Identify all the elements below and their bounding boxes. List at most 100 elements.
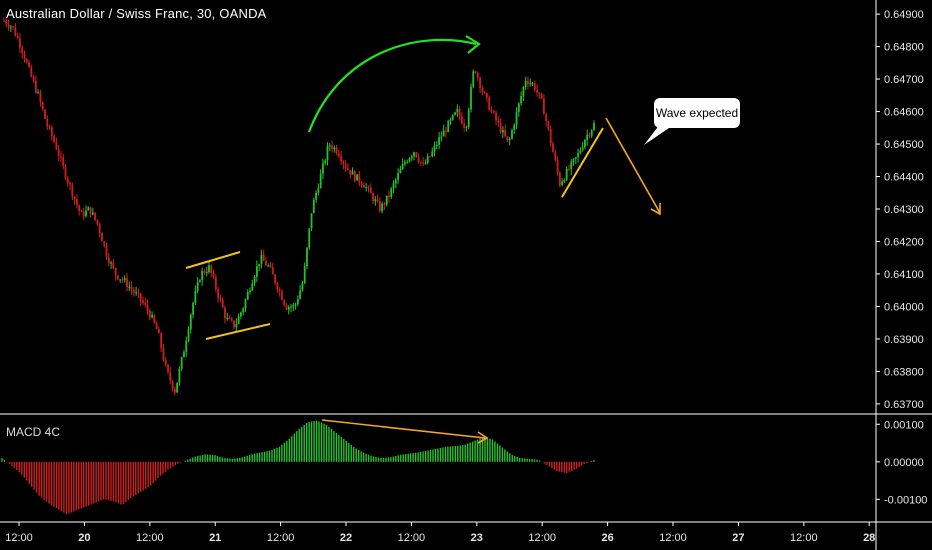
candle-body <box>80 211 83 213</box>
candle-body <box>69 182 71 185</box>
candle-body <box>169 372 172 381</box>
macd-indicator-label: MACD 4C <box>6 425 61 439</box>
candle-body <box>315 192 317 200</box>
candle-body <box>470 86 472 110</box>
candle-body <box>417 156 420 162</box>
candle-body <box>292 305 295 307</box>
y-tick-label: 0.64900 <box>884 9 924 21</box>
x-tick-label: 12:00 <box>659 532 687 544</box>
candle-body <box>474 71 477 73</box>
candle-body <box>306 247 308 267</box>
candle-body <box>367 187 370 189</box>
candle-body <box>75 199 78 206</box>
candle-body <box>235 323 238 328</box>
candle-body <box>481 87 484 92</box>
candle-body <box>251 283 254 291</box>
candle-body <box>547 121 550 130</box>
candle-body <box>25 59 28 63</box>
candle-body <box>276 283 279 290</box>
candle-body <box>410 156 413 159</box>
candle-body <box>230 318 233 321</box>
candle-body <box>71 184 74 197</box>
candle-body <box>19 38 21 48</box>
candle-body <box>392 183 395 189</box>
candle-body <box>429 156 431 158</box>
candle-body <box>46 118 49 127</box>
candle-body <box>3 20 5 22</box>
candle-body <box>130 286 133 290</box>
candle-body <box>440 136 443 138</box>
x-tick-label: 12:00 <box>528 532 556 544</box>
candle-body <box>324 160 327 164</box>
candle-body <box>64 166 67 179</box>
candle-body <box>447 121 450 132</box>
candle-body <box>374 199 377 202</box>
candle-body <box>187 329 190 341</box>
candle-body <box>242 308 245 313</box>
candle-body <box>463 123 466 128</box>
candle-body <box>208 265 210 273</box>
candle-body <box>153 315 156 323</box>
candle-body <box>540 93 543 99</box>
candle-body <box>522 86 525 97</box>
candle-body <box>89 207 92 215</box>
candle-body <box>91 212 94 215</box>
y-tick-label: 0.64300 <box>884 204 924 216</box>
candle-body <box>351 171 354 175</box>
candle-body <box>397 173 399 180</box>
candle-body <box>189 314 192 330</box>
candle-body <box>388 195 390 198</box>
y-tick-label: 0.64600 <box>884 107 924 119</box>
y-tick-label: 0.64500 <box>884 139 924 151</box>
candle-body <box>419 161 422 163</box>
candle-body <box>60 156 62 158</box>
candle-body <box>495 112 497 121</box>
candle-body <box>312 199 315 214</box>
candle-body <box>301 283 304 291</box>
candle-body <box>556 160 559 173</box>
candle-body <box>196 281 199 292</box>
candle-body <box>435 144 438 146</box>
projection-line <box>605 117 661 214</box>
candle-body <box>132 289 135 293</box>
candle-body <box>401 164 404 170</box>
candle-body <box>126 278 128 288</box>
candle-body <box>476 72 479 78</box>
candle-body <box>486 93 488 98</box>
candle-body <box>353 171 356 181</box>
candle-body <box>458 109 461 117</box>
candle-body <box>271 267 274 275</box>
candle-body <box>146 304 149 311</box>
candle-body <box>44 109 46 119</box>
candle-body <box>255 266 258 277</box>
candle-body <box>342 161 345 164</box>
candle-body <box>413 152 415 157</box>
candle-body <box>14 27 17 36</box>
candle-body <box>128 286 131 288</box>
candle-body <box>319 173 322 189</box>
x-tick-label: 28 <box>863 532 875 544</box>
candle-body <box>269 265 272 268</box>
candle-body <box>344 163 347 169</box>
candle-body <box>287 307 290 310</box>
candle-body <box>194 291 197 303</box>
candle-body <box>442 130 445 137</box>
candle-body <box>260 254 263 265</box>
candle-body <box>178 368 181 383</box>
candle-body <box>237 316 240 324</box>
candle-body <box>424 163 427 165</box>
wave-expected-callout: Wave expected <box>654 98 740 128</box>
candle-body <box>581 147 584 151</box>
candle-body <box>55 141 58 150</box>
candle-body <box>103 241 106 246</box>
candle-body <box>310 213 313 229</box>
candle-body <box>328 145 331 147</box>
candle-body <box>533 83 536 90</box>
candle-body <box>12 26 15 28</box>
candle-body <box>214 276 217 289</box>
candle-body <box>378 201 381 212</box>
x-tick-label: 12:00 <box>790 532 818 544</box>
candle-body <box>53 136 56 142</box>
candle-body <box>57 149 60 157</box>
